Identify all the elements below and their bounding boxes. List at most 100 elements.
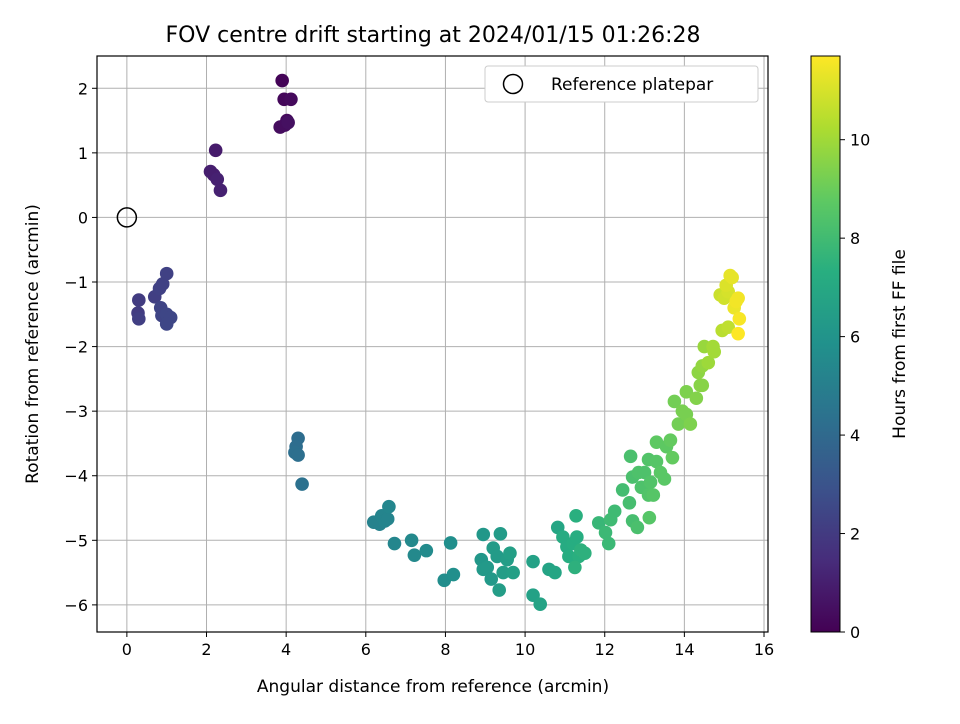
data-point — [607, 504, 622, 519]
data-point — [275, 73, 289, 88]
data-point — [548, 565, 562, 580]
data-point — [291, 448, 305, 462]
x-tick-label: 16 — [754, 640, 774, 659]
data-point — [380, 512, 395, 526]
data-point — [689, 391, 704, 406]
colorbar-tick-label: 6 — [850, 328, 860, 347]
x-tick-label: 6 — [361, 640, 371, 659]
data-point — [562, 549, 576, 564]
x-tick-label: 12 — [595, 640, 615, 659]
data-point — [657, 472, 672, 486]
data-point — [623, 449, 638, 464]
data-point — [281, 115, 295, 130]
colorbar-ticks: 0 2 4 6 8 10 — [840, 131, 870, 642]
colorbar-tick-label: 4 — [850, 426, 860, 445]
data-point — [667, 394, 682, 409]
data-point — [208, 143, 223, 158]
y-tick-label: 0 — [78, 208, 88, 227]
colorbar-tick-label: 10 — [850, 131, 870, 150]
data-point — [578, 546, 592, 561]
data-point — [387, 536, 402, 551]
x-axis-ticks: 0 2 4 6 8 10 12 14 16 — [122, 632, 774, 659]
data-point — [407, 548, 422, 562]
data-point — [480, 560, 495, 575]
plot-frame — [96, 55, 769, 633]
data-point — [570, 530, 584, 544]
data-point — [484, 572, 499, 586]
data-point — [630, 520, 645, 535]
y-tick-label: −3 — [64, 402, 88, 421]
data-point — [663, 433, 678, 448]
legend-marker — [502, 73, 524, 95]
y-tick-label: −5 — [64, 531, 88, 550]
data-point — [642, 510, 657, 525]
colorbar: 0 2 4 6 8 10 Hours from first FF file — [810, 55, 910, 642]
data-point — [159, 317, 174, 331]
data-point — [533, 597, 548, 612]
data-point — [496, 565, 510, 580]
legend-box — [484, 65, 759, 103]
y-tick-label: −4 — [64, 467, 88, 486]
data-point — [671, 417, 686, 431]
data-point — [404, 533, 419, 548]
data-point — [506, 565, 520, 580]
data-point — [492, 583, 507, 597]
y-tick-label: −1 — [64, 273, 88, 292]
x-tick-label: 2 — [201, 640, 211, 659]
data-point — [159, 266, 174, 281]
colorbar-label: Hours from first FF file — [890, 249, 910, 439]
x-tick-label: 0 — [122, 640, 132, 659]
x-tick-label: 14 — [674, 640, 694, 659]
x-tick-label: 8 — [440, 640, 450, 659]
colorbar-tick-label: 8 — [850, 229, 860, 248]
data-points — [116, 73, 747, 612]
y-axis-ticks: −6 −5 −4 −3 −2 −1 0 1 2 — [64, 79, 97, 615]
data-point — [503, 546, 517, 561]
x-tick-label: 4 — [281, 640, 291, 659]
data-point — [729, 294, 743, 309]
y-tick-label: 2 — [78, 79, 88, 98]
x-axis-label: Angular distance from reference (arcmin) — [257, 677, 609, 697]
data-point — [665, 450, 680, 465]
data-point — [643, 475, 658, 489]
legend: Reference platepar — [484, 65, 759, 103]
data-point — [601, 536, 616, 551]
y-tick-label: −6 — [64, 596, 88, 615]
data-point — [284, 92, 298, 107]
data-point — [446, 567, 461, 582]
data-point — [591, 516, 606, 530]
data-point — [646, 488, 661, 502]
data-point — [526, 554, 540, 569]
data-point — [132, 293, 146, 307]
y-tick-label: −2 — [64, 338, 88, 357]
data-point — [210, 172, 225, 187]
data-point — [683, 417, 698, 431]
data-point — [598, 525, 613, 540]
legend-label: Reference platepar — [551, 75, 713, 95]
data-point — [695, 378, 710, 393]
data-point — [725, 270, 739, 285]
data-point — [382, 499, 396, 514]
data-point — [568, 560, 582, 575]
colorbar-gradient — [810, 55, 841, 633]
data-point — [721, 320, 735, 335]
data-point — [132, 312, 146, 326]
data-point — [706, 339, 720, 354]
grid — [97, 56, 768, 632]
data-point — [493, 527, 508, 541]
chart-title: FOV centre drift starting at 2024/01/15 … — [166, 23, 701, 48]
data-point — [213, 183, 228, 198]
colorbar-tick-label: 0 — [850, 623, 860, 642]
reference-platepar-marker — [116, 207, 138, 228]
data-point — [295, 477, 309, 491]
data-point — [155, 277, 170, 291]
data-point — [732, 312, 747, 326]
colorbar-tick-label: 2 — [850, 525, 860, 544]
data-point — [476, 527, 491, 542]
data-point — [443, 536, 458, 550]
data-point — [701, 355, 716, 370]
data-point — [615, 483, 630, 497]
data-point — [731, 326, 745, 341]
data-point — [679, 384, 694, 399]
